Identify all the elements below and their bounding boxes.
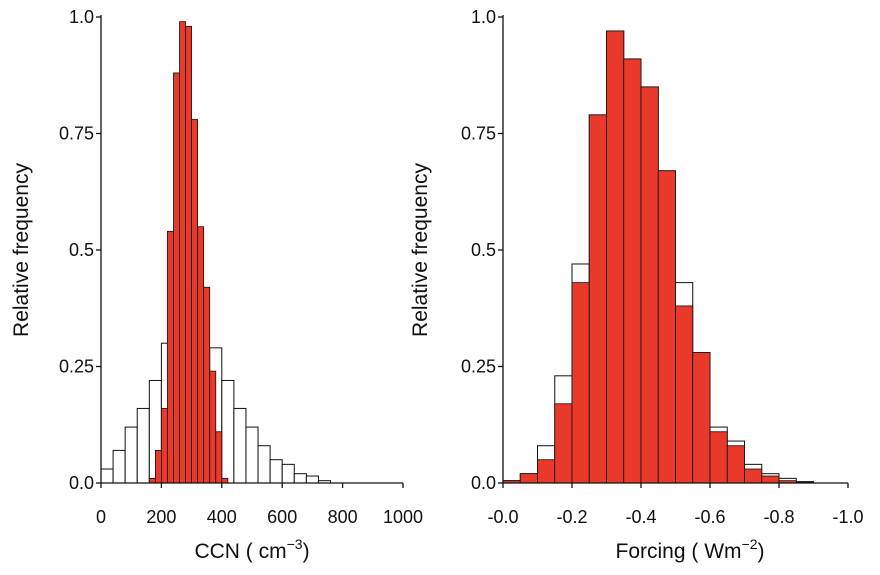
x-axis-label-close: ) [303,540,310,563]
histogram-bar [148,477,156,484]
histogram-bar [191,119,199,484]
x-axis-label-exponent: −3 [287,536,303,552]
x-tick-label: 200 [146,507,176,527]
x-axis-label-unit: Forcing ( Wm [616,540,742,563]
x-tick-label: 400 [207,507,237,527]
histogram-bar [185,25,192,484]
histogram-bar [281,463,295,484]
histogram-bar [221,477,229,484]
histogram-bar [709,431,728,484]
y-tick-label: 0.5 [69,240,94,260]
histogram-bar [588,114,607,484]
histogram-bar [197,226,205,484]
histogram-bar [160,408,168,484]
histogram-bar [233,407,247,484]
histogram-bar [257,445,271,484]
x-tick-label: 0 [96,507,106,527]
histogram-bar [100,468,114,484]
y-tick-label: 0.0 [69,473,94,493]
filled-distribution-series [148,21,229,484]
histogram-bar [761,475,780,484]
y-tick-label: 1.0 [471,7,496,27]
histogram-bar [203,286,211,484]
x-tick-label: 1000 [383,507,423,527]
histogram-bar [124,426,138,484]
y-tick-label: 0.5 [471,240,496,260]
x-axis-label-unit: CCN ( cm [194,540,286,563]
histogram-bar [744,468,763,484]
histogram-bar [726,445,745,484]
x-tick-label: -0.0 [487,507,518,527]
y-tick-label: 0.75 [59,124,94,144]
histogram-bar [167,230,174,484]
x-tick-label: -0.4 [625,507,656,527]
x-tick-label: -0.8 [763,507,794,527]
x-axis-label-close: ) [757,540,764,563]
x-tick-label: -0.6 [694,507,725,527]
x-tick-label: 600 [267,507,297,527]
histogram-bar [293,473,307,484]
histogram-bar [640,86,659,484]
histogram-bar [657,170,676,484]
histogram-bar [112,449,126,484]
histogram-bar [136,407,150,484]
histogram-bar [554,403,573,484]
histogram-bar [173,72,180,484]
y-axis-label: Relative frequency [409,163,432,337]
histogram-bar [692,352,711,484]
ccn-histogram-panel: 0.0 0.25 0.5 0.75 1.0 0 200 400 600 800 1000 Relati… [10,7,423,563]
histogram-bar [571,282,590,484]
histogram-bar [537,459,556,484]
y-tick-label: 0.25 [461,357,496,377]
histogram-bar [179,21,186,484]
x-axis-label: Forcing ( Wm−2) [616,536,765,563]
y-tick-label: 1.0 [69,7,94,27]
histogram-bar [606,30,625,484]
y-tick-label: 0.25 [59,357,94,377]
histogram-bar [209,370,217,484]
x-axis-label: CCN ( cm−3) [194,536,309,563]
x-tick-label: -1.0 [832,507,863,527]
filled-distribution-series [502,30,814,484]
x-tick-label: -0.2 [556,507,587,527]
histogram-bar [245,426,259,484]
histogram-bar [221,379,235,484]
histogram-bar [215,431,223,484]
histogram-bar [623,58,642,484]
histogram-bar [519,473,538,484]
histogram-bar [269,459,283,484]
forcing-histogram-panel: 0.0 0.25 0.5 0.75 1.0 -0.0 -0.2 -0.4 -0.6 -0.8 -1.… [409,7,864,563]
histogram-bar [675,305,694,484]
y-axis-label: Relative frequency [10,163,33,337]
histogram-bar [305,475,319,484]
histogram-bar [154,449,162,484]
x-tick-label: 800 [328,507,358,527]
y-tick-label: 0.75 [461,124,496,144]
x-axis-label-exponent: −2 [742,536,758,552]
y-tick-label: 0.0 [471,473,496,493]
